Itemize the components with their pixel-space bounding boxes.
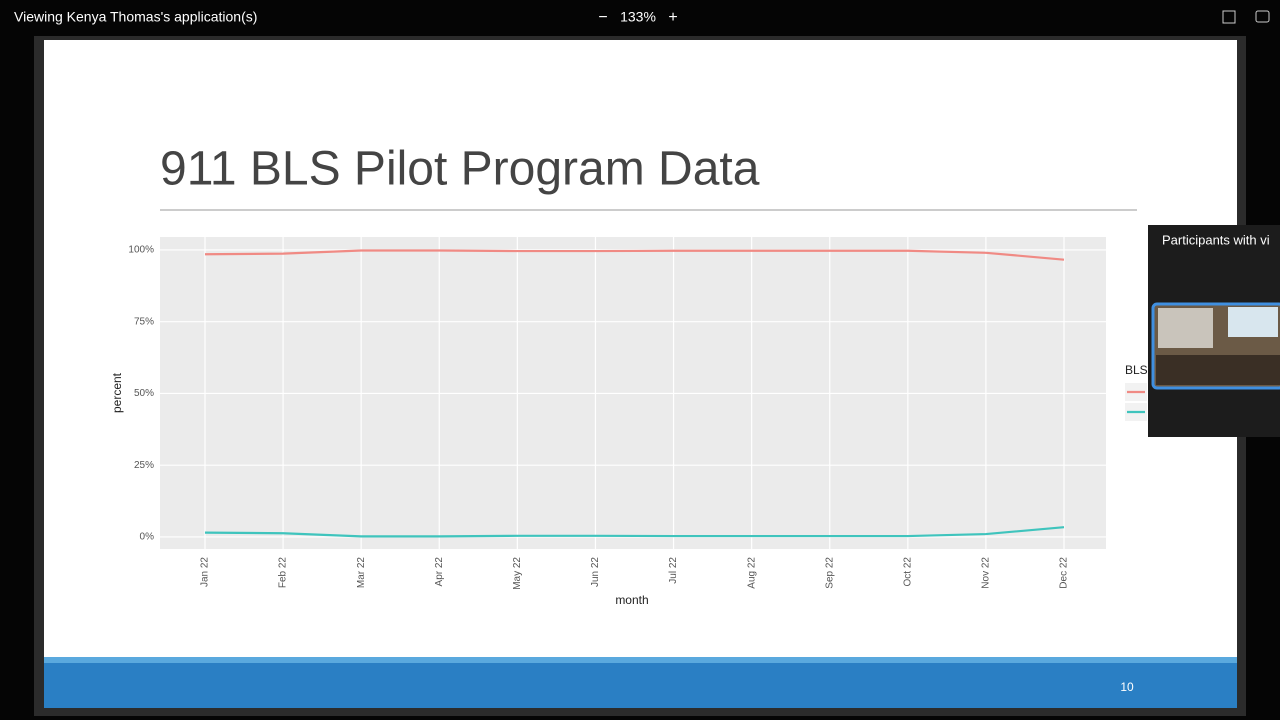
zoom-in[interactable]: + xyxy=(668,9,677,26)
series-line xyxy=(204,249,1065,261)
x-tick-label: Nov 22 xyxy=(981,557,992,589)
y-tick-label: 50% xyxy=(134,388,154,399)
video-screen xyxy=(1228,307,1278,337)
y-tick-label: 25% xyxy=(134,460,154,471)
x-tick-label: May 22 xyxy=(512,557,523,590)
x-tick-label: Jul 22 xyxy=(668,557,679,584)
legend-title: BLS xyxy=(1125,363,1148,377)
zoom-out[interactable]: − xyxy=(598,9,607,26)
footer xyxy=(44,663,1237,708)
x-tick-label: Jan 22 xyxy=(200,557,211,587)
y-tick-label: 100% xyxy=(128,245,154,256)
share-title: Viewing Kenya Thomas's application(s) xyxy=(14,9,257,25)
x-tick-label: Dec 22 xyxy=(1059,557,1070,589)
x-tick-label: Sep 22 xyxy=(824,557,835,589)
x-tick-label: Apr 22 xyxy=(434,557,445,587)
video-desk xyxy=(1156,355,1280,385)
popout-icon[interactable] xyxy=(1255,10,1270,23)
y-tick-label: 75% xyxy=(134,316,154,327)
x-tick-label: Oct 22 xyxy=(902,557,913,587)
video-wall xyxy=(1158,308,1213,348)
participants-header: Participants with vi xyxy=(1162,232,1270,247)
footer-stripe xyxy=(44,657,1237,663)
slide-number: 10 xyxy=(1120,680,1134,694)
x-axis-label: month xyxy=(615,593,648,607)
x-tick-label: Feb 22 xyxy=(278,557,289,589)
series-line xyxy=(204,526,1065,538)
chart: 0% 25% 50% 75% 100% Jan 22 Feb 22 Mar 22 Apr 22 M… xyxy=(128,237,1147,590)
annotate-icon[interactable] xyxy=(1222,10,1236,24)
y-tick-label: 0% xyxy=(140,532,155,543)
x-tick-label: Aug 22 xyxy=(746,557,757,589)
zoom-level: 133% xyxy=(620,9,656,25)
x-tick-label: Mar 22 xyxy=(356,557,367,589)
x-tick-label: Jun 22 xyxy=(590,557,601,587)
slide-title: 911 BLS Pilot Program Data xyxy=(160,143,760,196)
y-axis-label: percent xyxy=(110,372,124,413)
